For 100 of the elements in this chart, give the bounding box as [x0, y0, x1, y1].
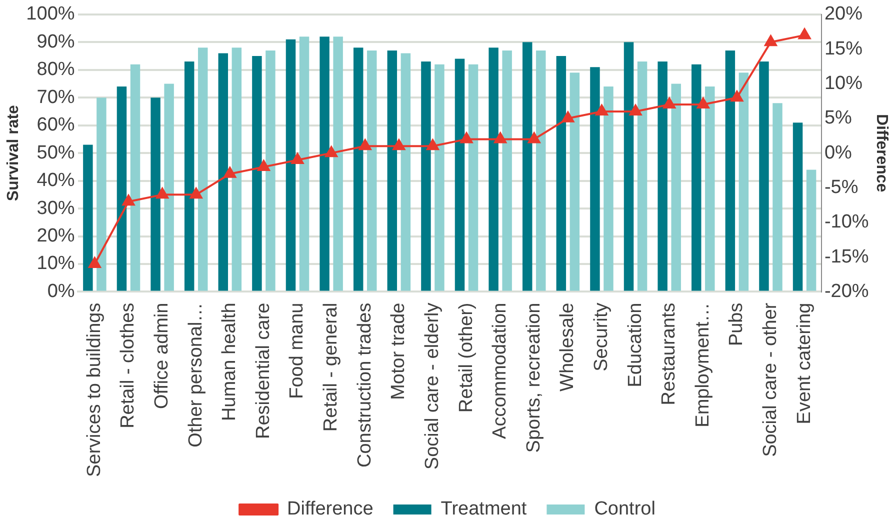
y2-tick-label: 10% — [824, 72, 863, 94]
bar — [590, 67, 600, 291]
bar — [658, 62, 668, 291]
point — [528, 132, 540, 144]
bar — [387, 50, 398, 291]
y-tick-label: 20% — [36, 226, 75, 247]
bar — [536, 50, 546, 291]
point — [730, 90, 744, 102]
point — [291, 153, 304, 164]
x-tick-label: Pubs — [726, 302, 748, 346]
x-tick-label: Sports, recreation — [523, 302, 544, 453]
bar — [759, 62, 769, 291]
y2-tick-label: -10% — [824, 212, 869, 233]
point — [156, 188, 168, 199]
y-tick-label: 60% — [36, 114, 75, 136]
point — [629, 104, 642, 116]
y-tick-label: 90% — [36, 31, 75, 52]
x-tick-label: Retail - general — [320, 302, 342, 432]
y2-tick-label: -20% — [824, 280, 869, 302]
x-tick-label: Human health — [219, 302, 240, 422]
bar — [367, 50, 377, 291]
y2-axis-title: Difference — [872, 114, 890, 192]
bar — [400, 53, 411, 291]
bar — [130, 64, 140, 291]
bar — [604, 86, 614, 291]
bar — [96, 98, 106, 291]
point — [392, 139, 406, 150]
bar — [806, 170, 816, 291]
bar — [184, 62, 194, 291]
bar — [150, 98, 160, 291]
bar — [421, 62, 431, 291]
bar — [266, 50, 276, 291]
x-tick-label: Education — [624, 302, 646, 388]
bar — [198, 48, 208, 291]
point — [696, 98, 710, 109]
bar — [320, 36, 330, 291]
x-tick-label: Security — [590, 302, 612, 372]
point — [764, 35, 777, 46]
x-tick-label: Retail (other) — [456, 302, 477, 413]
x-tick-label: Accommodation — [490, 302, 511, 439]
y-tick-label: 100% — [26, 4, 75, 25]
bar — [522, 42, 532, 291]
y2-tick-label: -5% — [824, 176, 858, 198]
bar — [637, 62, 648, 291]
x-tick-label: Social care - elderly — [422, 302, 443, 470]
point — [562, 111, 574, 122]
bar — [353, 48, 364, 291]
x-tick-label: Employment… — [692, 302, 714, 428]
point — [358, 139, 372, 150]
x-tick-label: Event catering — [794, 302, 815, 424]
bar — [164, 84, 174, 291]
y-tick-label: 10% — [36, 253, 75, 274]
y-tick-label: 70% — [36, 86, 75, 108]
bar — [232, 48, 242, 291]
legend-label: Difference — [287, 498, 374, 520]
y2-tick-label: 15% — [824, 38, 863, 60]
bar — [725, 50, 736, 291]
y2-tick-label: 0% — [824, 142, 852, 164]
point — [258, 160, 270, 171]
point — [325, 146, 338, 158]
x-tick-label: Wholesale — [557, 302, 578, 392]
point — [426, 139, 439, 150]
bar — [252, 56, 262, 291]
x-tick-label: Services to buildings — [84, 302, 105, 478]
y-tick-label: 50% — [36, 142, 75, 164]
y-tick-label: 40% — [36, 170, 75, 192]
y-tick-label: 30% — [36, 198, 75, 219]
bar — [468, 64, 478, 291]
legend-label: Treatment — [440, 498, 528, 520]
point — [494, 132, 507, 144]
y-tick-label: 0% — [47, 280, 75, 302]
bar — [83, 144, 93, 291]
bar — [556, 56, 566, 291]
point — [663, 98, 676, 109]
bar — [333, 36, 343, 291]
y2-tick-label: 5% — [824, 108, 852, 129]
bar — [624, 42, 634, 291]
point — [596, 104, 608, 116]
bar — [792, 122, 803, 291]
x-tick-label: Construction trades — [354, 302, 376, 468]
bar — [502, 50, 512, 291]
x-tick-label: Motor trade — [388, 302, 410, 400]
x-tick-label: Residential care — [252, 302, 274, 439]
x-tick-label: Food manu — [286, 302, 308, 399]
y2-tick-label: -15% — [824, 246, 869, 268]
point — [460, 132, 473, 144]
bar — [570, 72, 580, 291]
x-tick-label: Retail - clothes — [118, 302, 139, 428]
y-tick-label: 80% — [36, 59, 75, 80]
y-axis-title: Survival rate — [5, 104, 22, 202]
bar — [434, 64, 444, 291]
bar — [692, 64, 702, 291]
point — [798, 28, 811, 40]
point — [224, 166, 236, 178]
x-tick-label: Restaurants — [658, 302, 680, 406]
x-tick-label: Other personal… — [185, 302, 206, 448]
x-tick-label: Office admin — [152, 302, 173, 410]
bar — [671, 84, 681, 291]
bar — [488, 48, 498, 291]
bar — [299, 36, 310, 291]
